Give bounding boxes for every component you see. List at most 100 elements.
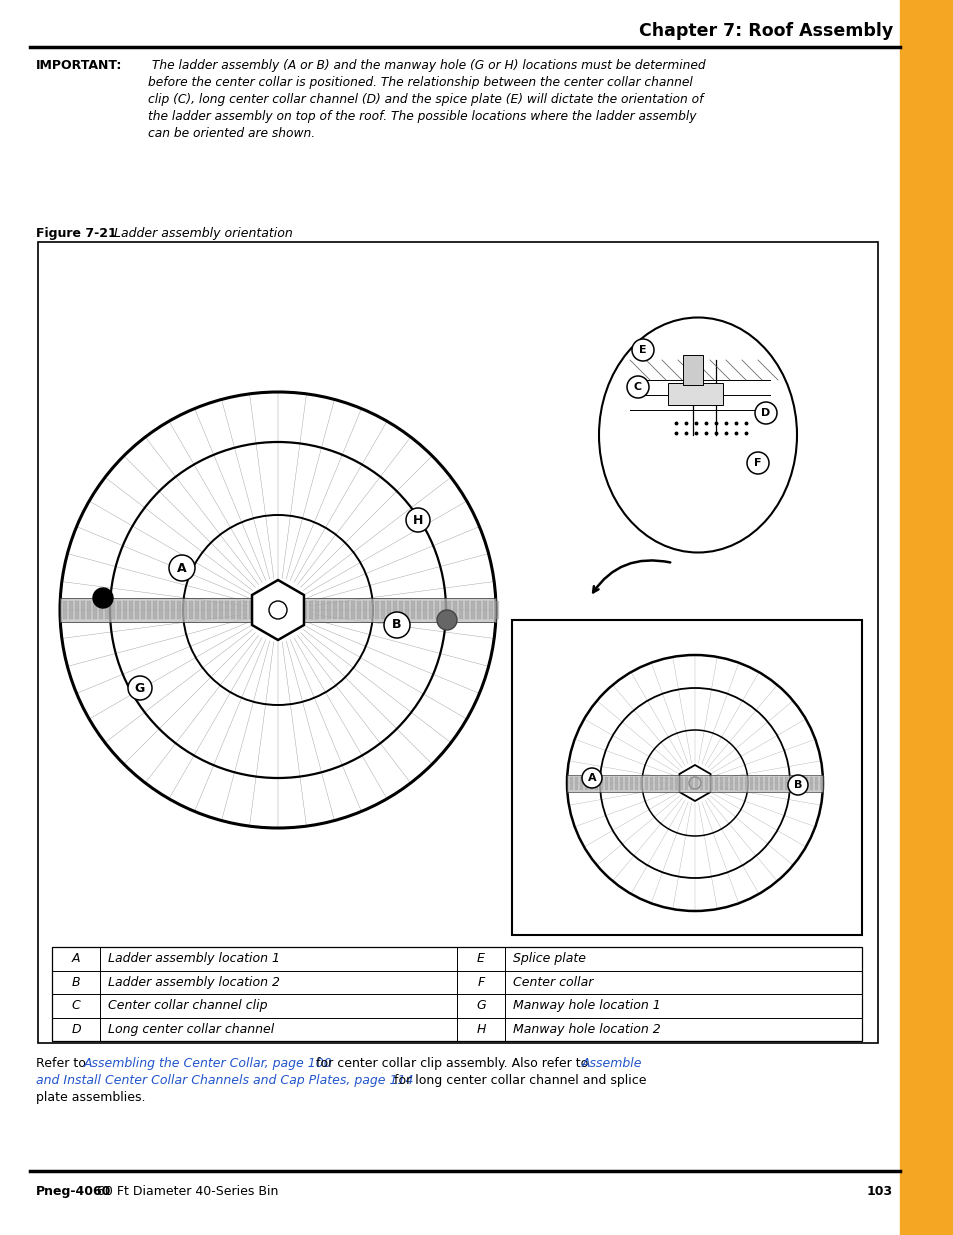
Bar xyxy=(183,601,187,619)
Bar xyxy=(351,601,355,619)
Bar xyxy=(159,601,163,619)
Text: D: D xyxy=(760,408,770,417)
Bar xyxy=(129,601,132,619)
Bar xyxy=(243,601,247,619)
Bar xyxy=(285,601,289,619)
Bar xyxy=(111,601,115,619)
Bar xyxy=(689,777,692,789)
Bar xyxy=(375,601,378,619)
Bar xyxy=(105,601,109,619)
Bar xyxy=(635,777,638,789)
Text: C: C xyxy=(634,382,641,391)
Bar xyxy=(92,601,97,619)
Text: Assembling the Center Collar, page 100: Assembling the Center Collar, page 100 xyxy=(84,1057,333,1070)
Circle shape xyxy=(128,676,152,700)
Bar xyxy=(219,601,223,619)
Bar xyxy=(644,777,647,789)
Bar xyxy=(231,601,234,619)
Bar xyxy=(303,601,307,619)
Bar xyxy=(649,777,652,789)
Bar xyxy=(814,777,817,789)
Text: 60 Ft Diameter 40-Series Bin: 60 Ft Diameter 40-Series Bin xyxy=(92,1186,278,1198)
Bar xyxy=(809,777,812,789)
Bar xyxy=(512,620,862,935)
Bar xyxy=(566,774,822,792)
Bar xyxy=(595,777,598,789)
Text: IMPORTANT:: IMPORTANT: xyxy=(36,59,122,72)
Bar xyxy=(291,601,294,619)
Bar xyxy=(589,777,593,789)
Text: Manway hole location 1: Manway hole location 1 xyxy=(513,999,660,1013)
Text: A: A xyxy=(587,773,596,783)
Bar xyxy=(207,601,211,619)
Bar xyxy=(194,601,199,619)
Bar xyxy=(278,601,283,619)
Text: clip (C), long center collar channel (D) and the spice plate (E) will dictate th: clip (C), long center collar channel (D)… xyxy=(148,93,702,106)
Bar xyxy=(615,777,618,789)
Bar xyxy=(363,601,367,619)
Text: and Install Center Collar Channels and Cap Plates, page 114: and Install Center Collar Channels and C… xyxy=(36,1074,413,1087)
Bar xyxy=(398,601,402,619)
Bar xyxy=(820,777,822,789)
Bar xyxy=(682,354,702,385)
Bar xyxy=(599,777,602,789)
Text: Ladder assembly location 1: Ladder assembly location 1 xyxy=(108,952,280,966)
Bar xyxy=(740,777,742,789)
Circle shape xyxy=(384,613,410,638)
Text: Figure 7-21: Figure 7-21 xyxy=(36,227,116,240)
Bar xyxy=(165,601,169,619)
Bar xyxy=(789,777,792,789)
Bar xyxy=(453,601,456,619)
Bar xyxy=(899,0,953,1235)
Bar xyxy=(584,777,587,789)
Text: E: E xyxy=(476,952,484,966)
Bar xyxy=(380,601,385,619)
Ellipse shape xyxy=(598,317,796,552)
Text: F: F xyxy=(476,976,484,989)
Bar xyxy=(754,777,758,789)
Bar xyxy=(63,601,67,619)
Circle shape xyxy=(746,452,768,474)
Bar xyxy=(327,601,331,619)
Bar xyxy=(639,777,642,789)
Bar xyxy=(99,601,103,619)
Bar xyxy=(774,777,778,789)
Text: Center collar channel clip: Center collar channel clip xyxy=(108,999,267,1013)
Bar xyxy=(213,601,216,619)
Bar xyxy=(333,601,336,619)
Bar xyxy=(664,777,667,789)
Bar xyxy=(794,777,797,789)
Bar xyxy=(345,601,349,619)
Bar xyxy=(171,601,174,619)
Bar xyxy=(314,601,318,619)
Bar xyxy=(261,601,265,619)
Bar xyxy=(675,777,678,789)
Bar xyxy=(69,601,73,619)
Bar xyxy=(123,601,127,619)
Bar xyxy=(769,777,772,789)
Text: Manway hole location 2: Manway hole location 2 xyxy=(513,1023,660,1036)
Text: B: B xyxy=(71,976,80,989)
Bar xyxy=(804,777,807,789)
Bar xyxy=(254,601,258,619)
Bar xyxy=(704,777,707,789)
Bar xyxy=(604,777,607,789)
Bar xyxy=(189,601,193,619)
Bar xyxy=(669,777,672,789)
Bar xyxy=(387,601,391,619)
Bar xyxy=(141,601,145,619)
Text: Center collar: Center collar xyxy=(513,976,593,989)
Circle shape xyxy=(631,338,654,361)
Text: Splice plate: Splice plate xyxy=(513,952,585,966)
Bar xyxy=(714,777,718,789)
Bar xyxy=(38,242,877,1044)
Text: for long center collar channel and splice: for long center collar channel and splic… xyxy=(390,1074,646,1087)
Bar xyxy=(476,601,480,619)
Bar xyxy=(679,777,682,789)
Circle shape xyxy=(754,403,776,424)
Bar xyxy=(356,601,360,619)
Text: A: A xyxy=(177,562,187,574)
Circle shape xyxy=(581,768,601,788)
Text: Assemble: Assemble xyxy=(581,1057,641,1070)
Text: G: G xyxy=(476,999,485,1013)
